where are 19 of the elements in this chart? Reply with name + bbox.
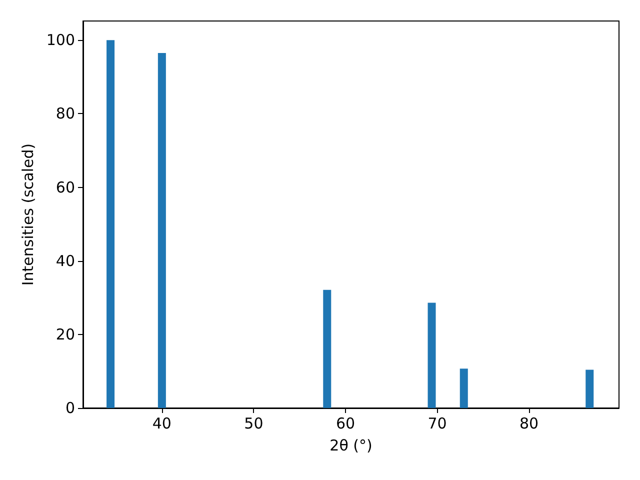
bar <box>158 53 166 408</box>
bar <box>106 40 115 408</box>
bar <box>323 290 332 408</box>
y-tick-label: 60 <box>56 178 75 196</box>
x-tick-label: 60 <box>336 414 356 432</box>
x-tick-label: 70 <box>428 414 447 432</box>
x-axis-title: 2θ (°) <box>330 436 372 454</box>
y-tick-label: 40 <box>56 252 75 270</box>
bar <box>586 370 594 408</box>
x-tick-label: 80 <box>520 414 539 432</box>
y-axis-title: Intensities (scaled) <box>18 143 37 286</box>
y-tick-label: 0 <box>65 399 75 417</box>
y-tick-label: 20 <box>56 325 75 344</box>
bar <box>460 368 468 408</box>
x-tick-label: 40 <box>152 414 172 432</box>
y-tick-label: 80 <box>56 104 75 123</box>
x-tick-label: 50 <box>244 414 264 432</box>
y-tick-label: 100 <box>46 31 75 50</box>
bar <box>428 302 436 408</box>
